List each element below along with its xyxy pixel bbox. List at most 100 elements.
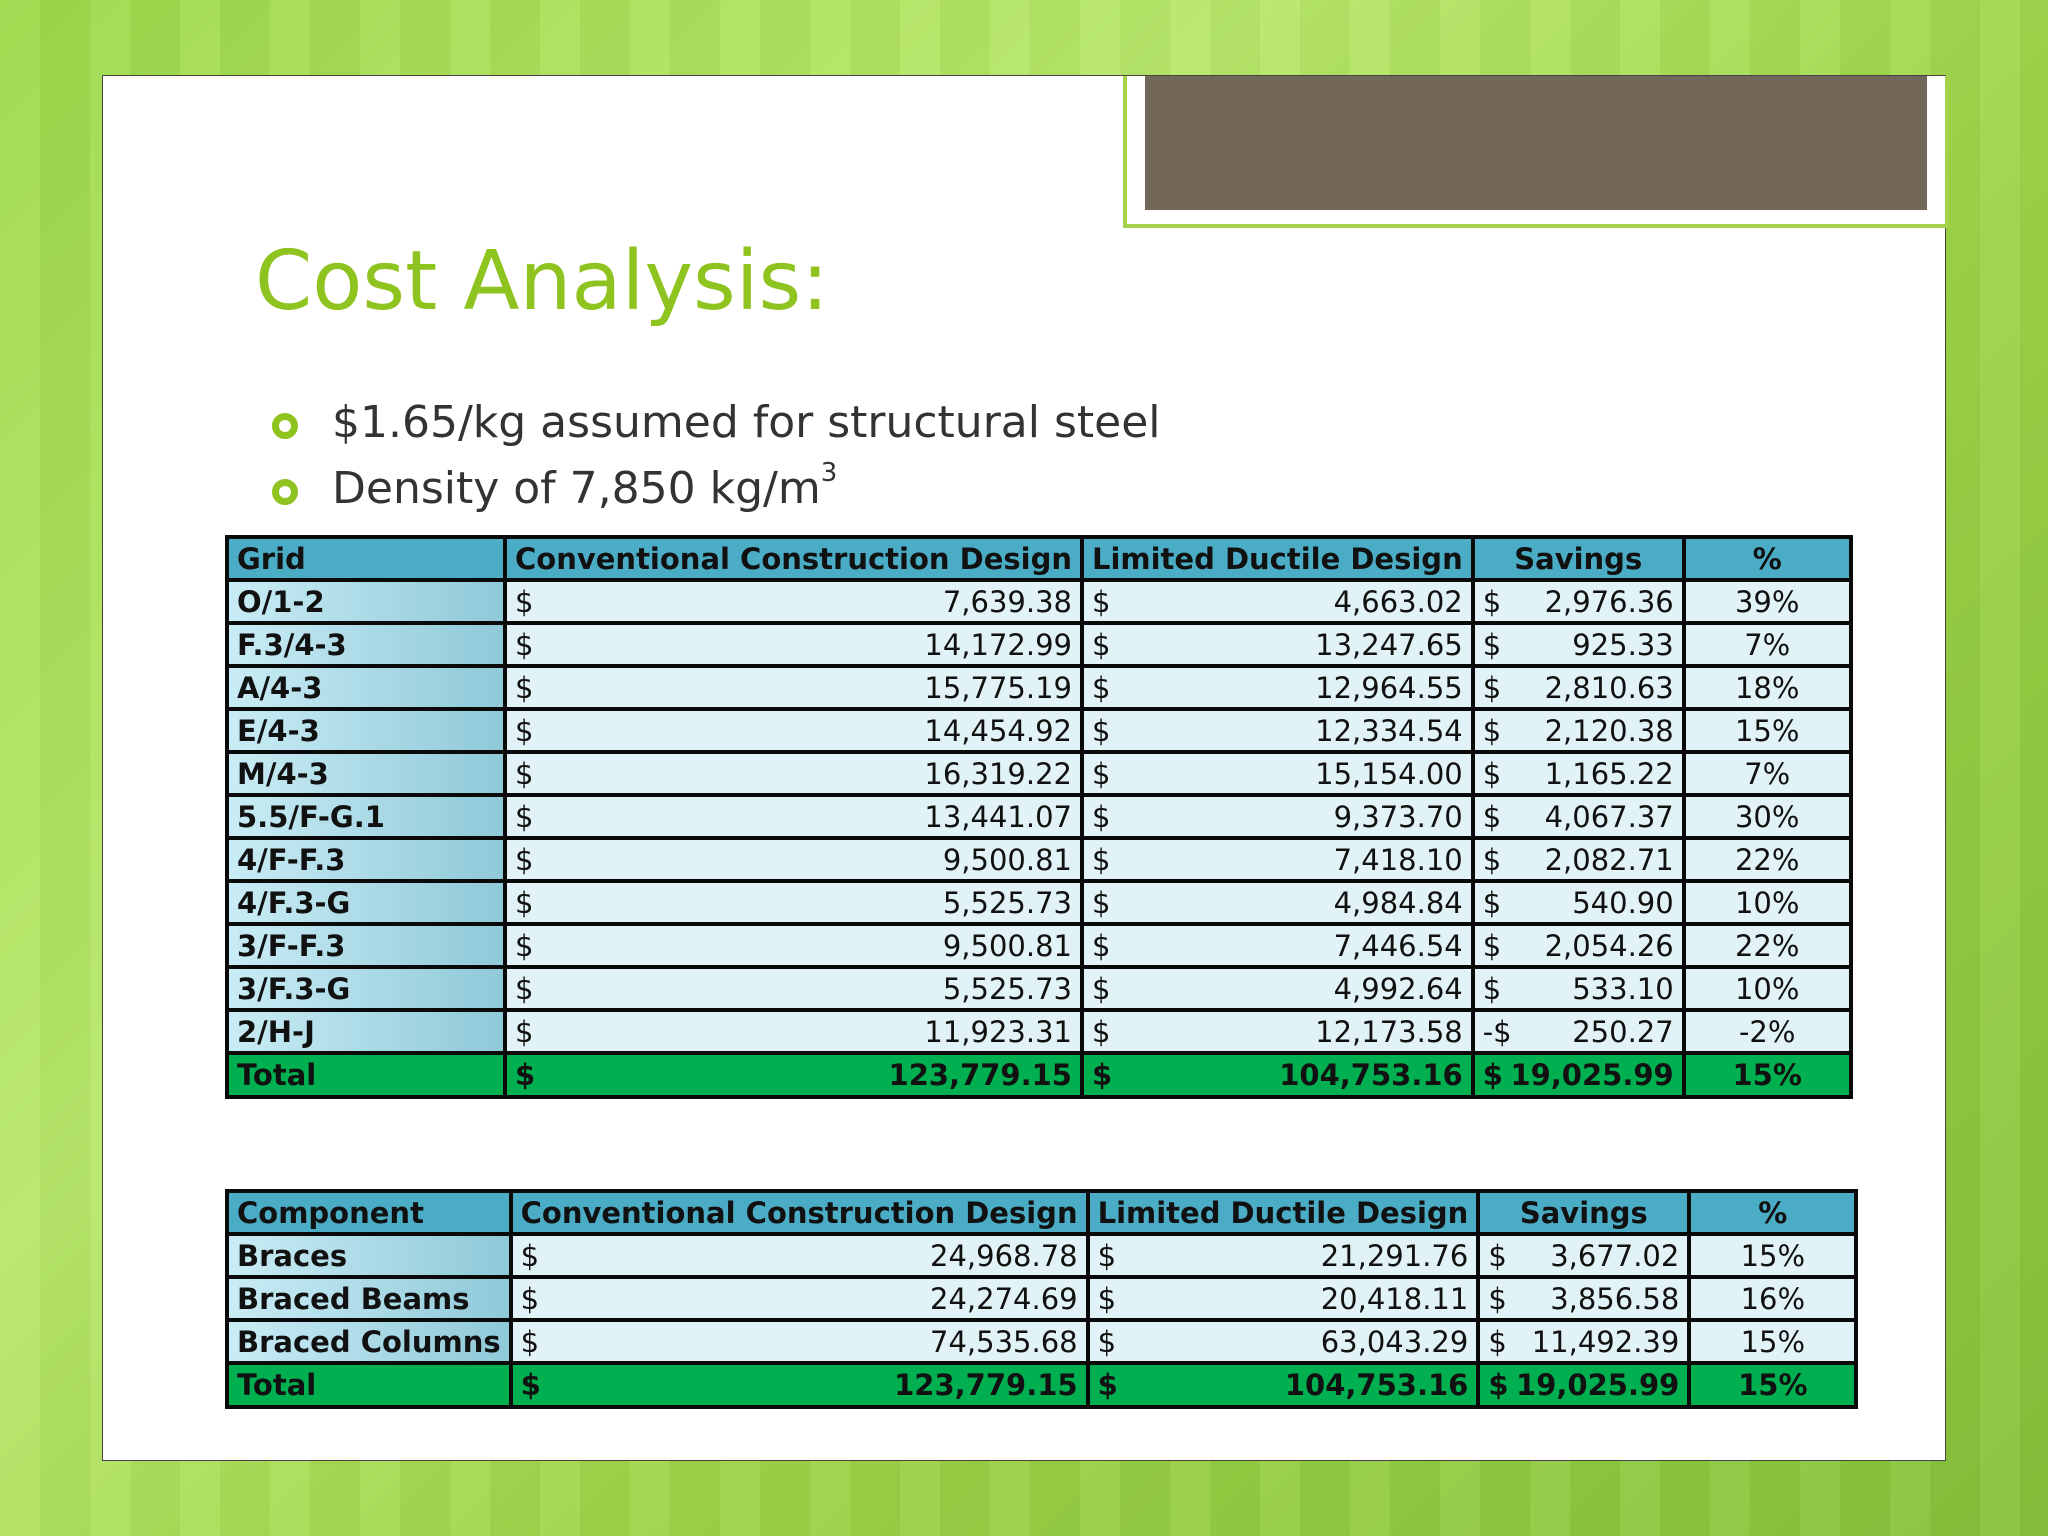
limited-ductile-cost-cell: $63,043.29	[1085, 1318, 1481, 1365]
bullet-item: Density of 7,850 kg/m3	[270, 456, 1161, 522]
row-label: 4/F.3-G	[225, 879, 507, 926]
currency-symbol: $	[1091, 670, 1111, 705]
currency-symbol: $	[1482, 928, 1502, 963]
amount-value: 15,154.00	[1315, 756, 1463, 791]
amount-value: 13,441.07	[924, 799, 1072, 834]
conventional-cost-cell: $5,525.73	[503, 965, 1084, 1012]
savings-cell: $1,165.22	[1470, 750, 1686, 797]
savings-value: 3,677.02	[1550, 1238, 1680, 1273]
bullet-text: $1.65/kg assumed for structural steel	[332, 397, 1161, 448]
currency-symbol: $	[515, 670, 534, 705]
savings-cell: $2,082.71	[1470, 836, 1686, 883]
savings-cell: $19,025.99	[1476, 1361, 1692, 1409]
percent-cell: 15%	[1687, 1318, 1859, 1365]
amount-value: 74,535.68	[930, 1324, 1078, 1359]
row-label: 5.5/F-G.1	[225, 793, 507, 840]
row-label: Braced Columns	[225, 1318, 513, 1365]
currency-symbol: $	[1091, 756, 1111, 791]
conventional-cost-cell: $123,779.15	[508, 1361, 1090, 1409]
savings-value: 250.27	[1572, 1014, 1674, 1049]
amount-value: 9,373.70	[1333, 799, 1463, 834]
bullet-text: Density of 7,850 kg/m	[332, 463, 821, 514]
savings-value: 19,025.99	[1510, 1058, 1674, 1092]
table-row: 4/F-F.3 $9,500.81 $7,418.10 $2,082.71 22%	[225, 836, 1853, 883]
percent-cell: 15%	[1687, 1361, 1859, 1409]
currency-symbol: $	[515, 971, 534, 1006]
column-header: Conventional Construction Design	[508, 1189, 1090, 1236]
percent-cell: 15%	[1681, 707, 1853, 754]
savings-cell: $533.10	[1470, 965, 1686, 1012]
row-label: O/1-2	[225, 578, 507, 625]
limited-ductile-cost-cell: $12,964.55	[1079, 664, 1475, 711]
savings-cell: $2,976.36	[1470, 578, 1686, 625]
limited-ductile-cost-cell: $21,291.76	[1085, 1232, 1481, 1279]
amount-value: 123,779.15	[894, 1368, 1078, 1402]
conventional-cost-cell: $123,779.15	[503, 1051, 1084, 1099]
column-header: Savings	[1476, 1189, 1692, 1236]
row-label: 3/F-F.3	[225, 922, 507, 969]
percent-cell: 16%	[1687, 1275, 1859, 1322]
limited-ductile-cost-cell: $12,173.58	[1079, 1008, 1475, 1055]
conventional-cost-cell: $9,500.81	[503, 836, 1084, 883]
table-row: A/4-3 $15,775.19 $12,964.55 $2,810.63 18%	[225, 664, 1853, 711]
limited-ductile-cost-cell: $4,992.64	[1079, 965, 1475, 1012]
table-header-row: Grid Conventional Construction Design Limi…	[225, 535, 1853, 582]
savings-cell: $2,810.63	[1470, 664, 1686, 711]
currency-symbol: $	[1482, 584, 1502, 619]
currency-symbol: $	[515, 713, 534, 748]
currency-symbol: $	[1482, 885, 1502, 920]
savings-value: 19,025.99	[1516, 1368, 1680, 1402]
amount-value: 11,923.31	[924, 1014, 1072, 1049]
amount-value: 63,043.29	[1320, 1324, 1469, 1359]
savings-value: 2,810.63	[1544, 670, 1674, 705]
currency-symbol: $	[1091, 928, 1111, 963]
percent-cell: 18%	[1681, 664, 1853, 711]
percent-cell: 10%	[1681, 965, 1853, 1012]
savings-cell: $11,492.39	[1476, 1318, 1692, 1365]
table-row: 2/H-J $11,923.31 $12,173.58 -$ 250.27 -2%	[225, 1008, 1853, 1055]
row-label: 2/H-J	[225, 1008, 507, 1055]
percent-cell: 15%	[1687, 1232, 1859, 1279]
currency-symbol: $	[1488, 1238, 1507, 1273]
superscript: 3	[820, 458, 838, 488]
column-header: Limited Ductile Design	[1085, 1189, 1481, 1236]
amount-value: 24,274.69	[930, 1281, 1078, 1316]
total-row: Total $123,779.15 $104,753.16 $19,025.99 15%	[225, 1051, 1853, 1099]
savings-cell: $4,067.37	[1470, 793, 1686, 840]
currency-symbol: $	[1091, 627, 1111, 662]
amount-value: 14,172.99	[924, 627, 1072, 662]
currency-symbol: $	[1091, 971, 1111, 1006]
currency-symbol: $	[1482, 971, 1502, 1006]
currency-symbol: $	[520, 1324, 540, 1359]
conventional-cost-cell: $13,441.07	[503, 793, 1084, 840]
row-label: F.3/4-3	[225, 621, 507, 668]
currency-symbol: $	[1091, 842, 1111, 877]
amount-value: 7,639.38	[942, 584, 1072, 619]
table-row: 3/F-F.3 $9,500.81 $7,446.54 $2,054.26 22%	[225, 922, 1853, 969]
savings-value: 4,067.37	[1544, 799, 1674, 834]
currency-symbol: $	[1482, 713, 1502, 748]
currency-symbol: $	[515, 1014, 534, 1049]
column-header: Component	[225, 1189, 513, 1236]
amount-value: 7,446.54	[1333, 928, 1463, 963]
currency-symbol: $	[515, 842, 534, 877]
currency-symbol: $	[520, 1238, 540, 1273]
currency-symbol: $	[1482, 842, 1502, 877]
currency-symbol: $	[1097, 1324, 1117, 1359]
table-header-row: Component Conventional Construction Desig…	[225, 1189, 1859, 1236]
currency-symbol: $	[515, 799, 534, 834]
bullet-ring-icon	[272, 413, 298, 439]
currency-symbol: $	[1091, 713, 1111, 748]
limited-ductile-cost-cell: $20,418.11	[1085, 1275, 1481, 1322]
amount-value: 9,500.81	[942, 842, 1072, 877]
conventional-cost-cell: $16,319.22	[503, 750, 1084, 797]
table-row: O/1-2 $7,639.38 $4,663.02 $2,976.36 39%	[225, 578, 1853, 625]
amount-value: 24,968.78	[930, 1238, 1078, 1273]
savings-value: 11,492.39	[1531, 1324, 1680, 1359]
savings-cell: -$ 250.27	[1470, 1008, 1686, 1055]
table-row: 5.5/F-G.1 $13,441.07 $9,373.70 $4,067.37 30%	[225, 793, 1853, 840]
amount-value: 9,500.81	[942, 928, 1072, 963]
currency-symbol: $	[520, 1368, 541, 1402]
row-label: Total	[225, 1361, 513, 1409]
amount-value: 15,775.19	[924, 670, 1072, 705]
